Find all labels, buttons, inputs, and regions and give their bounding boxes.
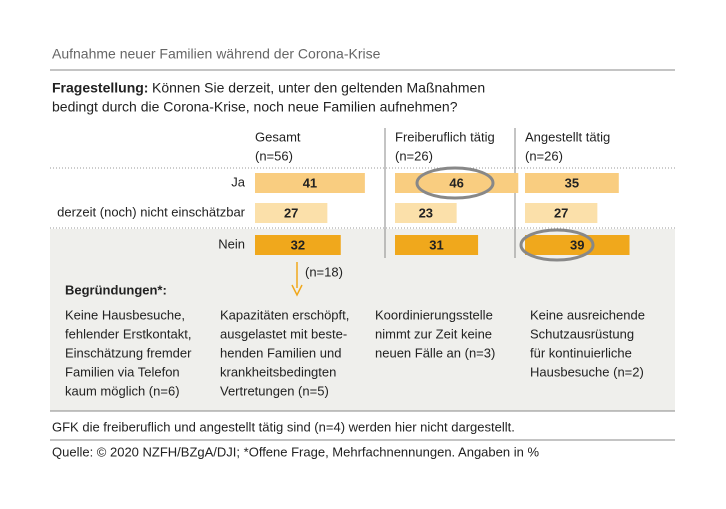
reason-line: neuen Fälle an (n=3) [375, 345, 495, 360]
title: Aufnahme neuer Familien während der Coro… [52, 46, 381, 62]
question-line: bedingt durch die Corona-Krise, noch neu… [52, 99, 458, 115]
value-label: 27 [554, 205, 568, 220]
value-label: 41 [303, 175, 317, 190]
value-label: 35 [565, 175, 579, 190]
reasons-title: Begründungen*: [65, 282, 167, 297]
panel-header: Angestellt tätig [525, 129, 610, 144]
reason-line: Keine ausreichende [530, 307, 645, 322]
highlight-circle [415, 166, 495, 200]
reason-line: für kontinuierliche [530, 345, 632, 360]
reason-line: ausgelastet mit beste- [220, 326, 347, 341]
panel-header: Gesamt [255, 129, 301, 144]
bar [525, 173, 619, 193]
highlight-circle [519, 228, 595, 262]
bar [255, 173, 365, 193]
reason-line: krankheitsbedingten [220, 364, 336, 379]
bar [525, 235, 630, 255]
reason-line: Keine Hausbesuche, [65, 307, 185, 322]
reason-line: Schutzausrüstung [530, 326, 634, 341]
panel-n: (n=26) [525, 148, 563, 163]
value-label: 32 [291, 237, 305, 252]
question-line: Können Sie derzeit, unter den geltenden … [152, 80, 485, 96]
reason-line: Hausbesuche (n=2) [530, 364, 644, 379]
value-label: 46 [449, 175, 463, 190]
reason-line: Vertretungen (n=5) [220, 383, 329, 398]
bar [255, 235, 341, 255]
value-label: 39 [570, 237, 584, 252]
row-label: Ja [231, 174, 246, 189]
panel-header: Freiberuflich tätig [395, 129, 495, 144]
row-label: Nein [218, 236, 245, 251]
reason-line: Kapazitäten erschöpft, [220, 307, 349, 322]
footnote: GFK die freiberuflich und angestellt tät… [52, 419, 515, 434]
reason-line: nimmt zur Zeit keine [375, 326, 492, 341]
reason-line: Koordinierungsstelle [375, 307, 493, 322]
panel-n: (n=56) [255, 148, 293, 163]
reason-line: fehlender Erstkontakt, [65, 326, 191, 341]
source: Quelle: © 2020 NZFH/BZgA/DJI; *Offene Fr… [52, 444, 539, 459]
question-label: Fragestellung: [52, 80, 148, 96]
bar [395, 173, 519, 193]
panel-n: (n=26) [395, 148, 433, 163]
value-label: 23 [419, 205, 433, 220]
arrow-label: (n=18) [305, 264, 343, 279]
value-label: 27 [284, 205, 298, 220]
bar [395, 203, 457, 223]
reason-line: Einschätzung fremder [65, 345, 192, 360]
reason-line: kaum möglich (n=6) [65, 383, 180, 398]
bar [255, 203, 328, 223]
reason-line: Familien via Telefon [65, 364, 180, 379]
bar [525, 203, 598, 223]
value-label: 31 [429, 237, 443, 252]
bar [395, 235, 479, 255]
reason-line: henden Familien und [220, 345, 341, 360]
arrow-head [291, 284, 303, 297]
row-label: derzeit (noch) nicht einschätzbar [57, 204, 246, 219]
